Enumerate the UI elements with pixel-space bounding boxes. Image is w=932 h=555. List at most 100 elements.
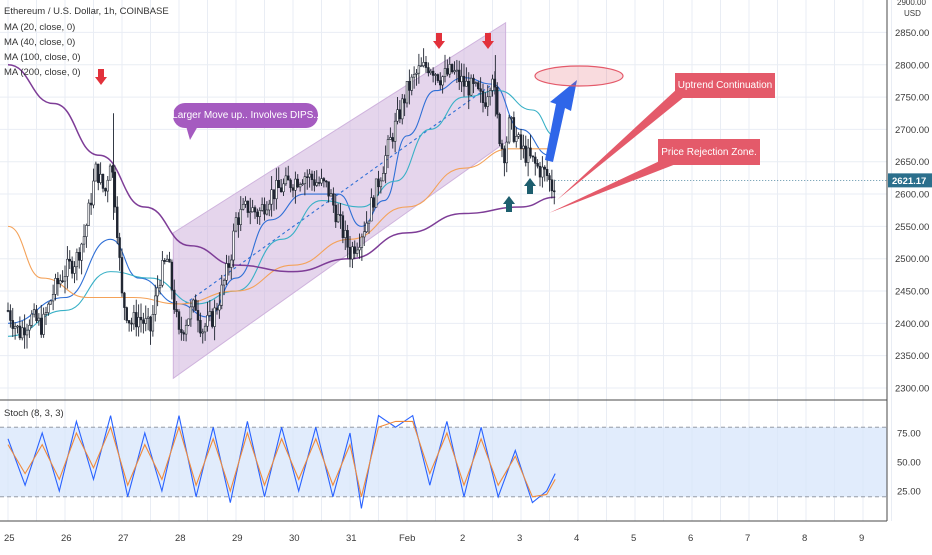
candle-up [206,315,209,327]
candle-down [322,178,326,182]
candle-down [339,214,342,216]
candle-up [453,70,456,73]
candle-up [161,260,164,286]
candle-up [303,176,307,185]
indicator-ma20[interactable]: MA (20, close, 0) [4,22,76,33]
teal-up-arrow [524,178,536,194]
candle-down [287,175,290,181]
candle-up [220,284,223,306]
symbol-title[interactable]: Ethereum / U.S. Dollar, 1h, COINBASE [4,6,169,17]
time-tick-label: 28 [175,533,186,544]
candle-down [215,307,219,311]
candle-down [484,102,487,107]
teal-up-arrow [503,196,515,212]
candle-up [30,313,33,326]
candle-up [230,259,233,268]
candle-up [526,147,530,163]
candle-up [405,81,409,104]
candle-up [443,68,447,77]
candle-down [313,179,316,186]
candle-down [18,325,22,339]
candle-down [531,155,535,158]
candle-down [496,86,499,115]
candle-down [279,187,283,193]
indicator-ma200[interactable]: MA (200, close, 0) [4,67,81,78]
candle-up [488,90,492,98]
candle-up [384,155,387,174]
candle-up [241,204,245,210]
candle-down [479,88,482,92]
candle-down [101,173,105,189]
candle-down [256,211,259,217]
candle-up [517,134,520,137]
candle-up [469,77,473,96]
candle-up [370,197,373,222]
candle-up [410,76,413,91]
time-tick-label: 5 [631,533,636,544]
candle-up [355,249,359,254]
candle-up [144,318,147,324]
candle-down [237,217,240,225]
candle-up [401,98,404,120]
candle-up [158,284,162,289]
candle-down [253,207,257,213]
candle-down [403,98,406,104]
ma100-line [7,148,556,305]
candle-down [545,168,549,176]
candle-up [522,145,525,149]
indicator-ma100[interactable]: MA (100, close, 0) [4,52,81,63]
candle-down [194,299,197,311]
candle-down [450,64,454,73]
candle-up [184,324,188,335]
price-tick-label: 2550.00 [895,222,929,233]
candle-up [225,263,228,281]
stoch-band [0,427,887,497]
candle-up [429,70,432,74]
candle-up [189,306,193,320]
candle-down [113,171,117,208]
candle-up [358,247,361,251]
candle-up [32,309,36,315]
candle-down [498,113,501,144]
stoch-d-line [7,420,556,498]
candle-down [104,188,107,192]
candle-down [68,258,71,262]
price-tick-label: 2750.00 [895,93,929,104]
candle-up [455,69,459,72]
candle-up [66,258,69,277]
candle-down [149,316,152,332]
time-tick-label: 4 [574,533,579,544]
candle-down [199,319,202,334]
candle-down [272,189,276,200]
candle-down [135,312,138,328]
blue-projection-arrow [545,80,577,162]
time-tick-label: 6 [688,533,693,544]
candle-down [173,289,176,310]
candle-down [196,310,200,321]
channel-band [172,21,507,380]
candle-up [367,220,371,224]
candle-up [282,183,285,193]
candle-up [320,178,323,184]
indicator-ma40[interactable]: MA (40, close, 0) [4,37,76,48]
stoch-tick-label: 25.00 [897,487,921,498]
price-tick-label: 2850.00 [895,28,929,39]
stoch-label[interactable]: Stoch (8, 3, 3) [4,408,64,419]
candle-down [524,145,527,163]
candle-down [116,206,119,238]
candle-down [427,67,430,74]
time-tick-label: 30 [289,533,300,544]
candle-down [118,237,121,258]
candle-down [211,311,214,327]
candle-up [165,258,169,262]
candle-down [296,178,299,188]
candle-up [222,279,226,286]
candle-down [341,215,345,238]
candle-down [182,332,185,335]
dips-note-text: Larger Move up.. Involves DIPS.. [172,110,319,121]
candle-down [439,80,442,86]
candle-up [94,163,98,182]
candlesticks [6,48,556,349]
